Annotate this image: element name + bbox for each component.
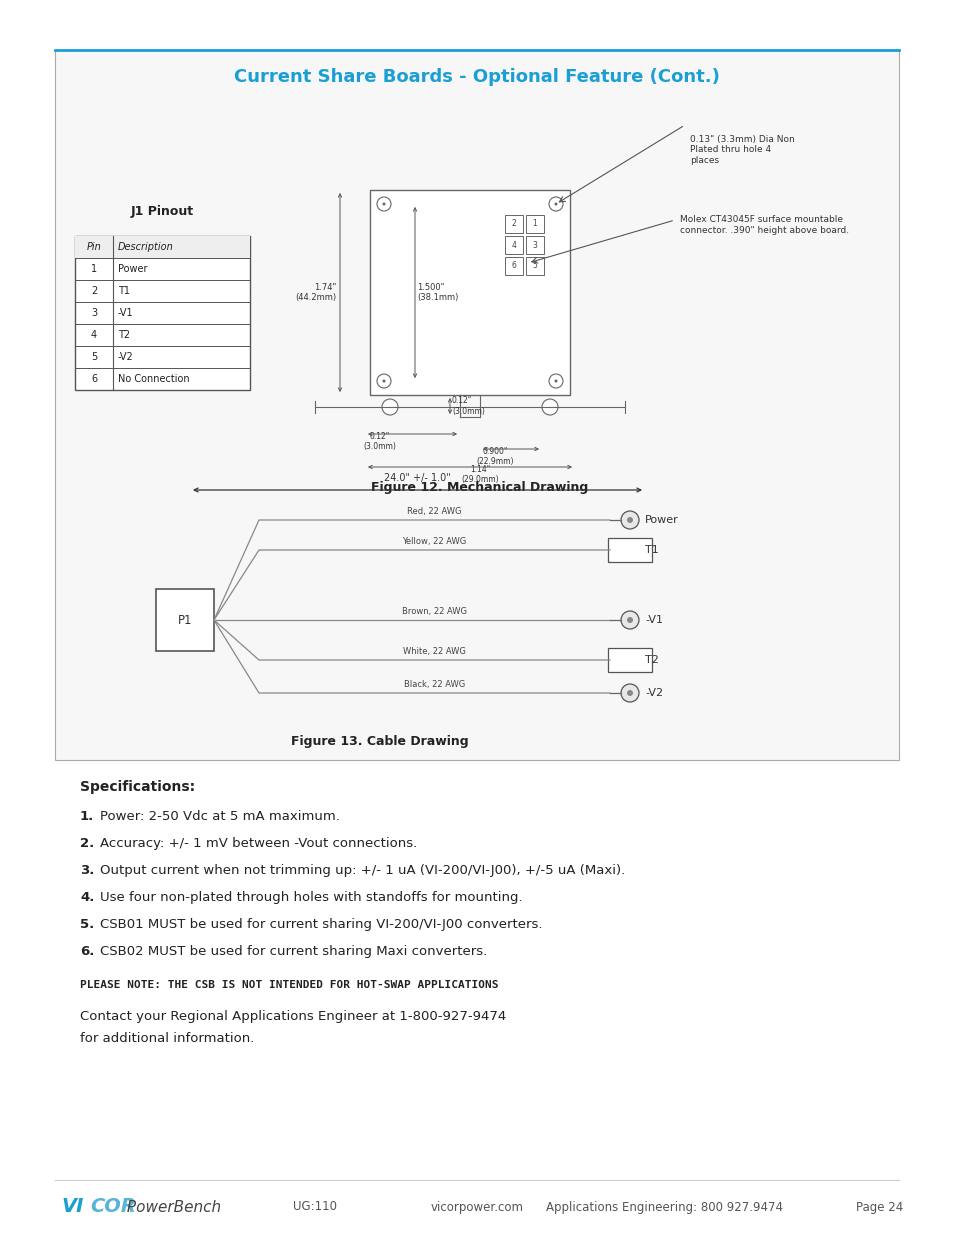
- Text: Molex CT43045F surface mountable
connector. .390" height above board.: Molex CT43045F surface mountable connect…: [679, 215, 848, 235]
- Text: No Connection: No Connection: [118, 374, 190, 384]
- Text: 6: 6: [511, 262, 516, 270]
- Text: 0.13" (3.3mm) Dia Non
Plated thru hole 4
places: 0.13" (3.3mm) Dia Non Plated thru hole 4…: [689, 135, 794, 164]
- Circle shape: [376, 198, 391, 211]
- Circle shape: [376, 374, 391, 388]
- Text: 5.: 5.: [80, 918, 94, 931]
- Bar: [525, 257, 543, 275]
- Bar: [607, 538, 651, 562]
- Text: CSB02 MUST be used for current sharing Maxi converters.: CSB02 MUST be used for current sharing M…: [100, 945, 487, 958]
- Bar: [504, 236, 522, 254]
- Text: Power: Power: [644, 515, 678, 525]
- Text: Page 24: Page 24: [856, 1200, 902, 1214]
- Circle shape: [626, 517, 633, 522]
- Text: 0.12"
(3.0mm): 0.12" (3.0mm): [452, 396, 484, 416]
- Text: 2: 2: [91, 287, 97, 296]
- Circle shape: [541, 399, 558, 415]
- Text: P1: P1: [177, 614, 193, 626]
- Text: -V2: -V2: [118, 352, 133, 362]
- Bar: [75, 236, 250, 258]
- Circle shape: [554, 379, 557, 383]
- Bar: [156, 589, 213, 651]
- Text: Power: 2-50 Vdc at 5 mA maximum.: Power: 2-50 Vdc at 5 mA maximum.: [100, 810, 339, 823]
- Text: -V1: -V1: [644, 615, 662, 625]
- Circle shape: [626, 690, 633, 697]
- Text: 3: 3: [91, 308, 97, 317]
- Text: PLEASE NOTE: THE CSB IS NOT INTENDED FOR HOT-SWAP APPLICATIONS: PLEASE NOTE: THE CSB IS NOT INTENDED FOR…: [80, 981, 498, 990]
- Bar: [525, 215, 543, 233]
- Text: 5: 5: [91, 352, 97, 362]
- Bar: [525, 236, 543, 254]
- Text: 0.900"
(22.9mm): 0.900" (22.9mm): [476, 447, 514, 467]
- Text: 5: 5: [532, 262, 537, 270]
- Circle shape: [620, 611, 639, 629]
- Text: Accuracy: +/- 1 mV between -Vout connections.: Accuracy: +/- 1 mV between -Vout connect…: [100, 837, 416, 850]
- Text: T2: T2: [118, 330, 130, 340]
- Text: Black, 22 AWG: Black, 22 AWG: [403, 680, 465, 689]
- Text: 24.0" +/- 1.0": 24.0" +/- 1.0": [384, 473, 451, 483]
- Text: for additional information.: for additional information.: [80, 1032, 254, 1045]
- Text: UG:110: UG:110: [293, 1200, 336, 1214]
- Text: Output current when not trimming up: +/- 1 uA (VI-200/VI-J00), +/-5 uA (Maxi).: Output current when not trimming up: +/-…: [100, 864, 624, 877]
- Text: 1.500"
(38.1mm): 1.500" (38.1mm): [416, 283, 457, 303]
- Text: -V1: -V1: [118, 308, 133, 317]
- Text: 6: 6: [91, 374, 97, 384]
- Text: Brown, 22 AWG: Brown, 22 AWG: [401, 606, 467, 616]
- Text: 4.: 4.: [80, 890, 94, 904]
- Bar: [55, 49, 898, 760]
- Text: Applications Engineering: 800 927.9474: Applications Engineering: 800 927.9474: [546, 1200, 782, 1214]
- Text: Description: Description: [118, 242, 173, 252]
- Circle shape: [626, 618, 633, 622]
- Text: 1.14"
(29.0mm): 1.14" (29.0mm): [460, 466, 498, 484]
- Text: T1: T1: [118, 287, 130, 296]
- Text: 4: 4: [91, 330, 97, 340]
- Text: 2.: 2.: [80, 837, 94, 850]
- Bar: [504, 215, 522, 233]
- Circle shape: [548, 198, 562, 211]
- Text: Figure 12. Mechanical Drawing: Figure 12. Mechanical Drawing: [371, 480, 588, 494]
- Text: J1 Pinout: J1 Pinout: [131, 205, 193, 219]
- Circle shape: [381, 399, 397, 415]
- Text: -V2: -V2: [644, 688, 662, 698]
- Text: vicorpower.com: vicorpower.com: [430, 1200, 523, 1214]
- Text: CSB01 MUST be used for current sharing VI-200/VI-J00 converters.: CSB01 MUST be used for current sharing V…: [100, 918, 542, 931]
- Circle shape: [554, 203, 557, 205]
- Text: Figure 13. Cable Drawing: Figure 13. Cable Drawing: [291, 735, 468, 748]
- Circle shape: [620, 511, 639, 529]
- Text: 1.74"
(44.2mm): 1.74" (44.2mm): [294, 283, 335, 303]
- Bar: [370, 190, 569, 395]
- Text: COR: COR: [90, 1198, 135, 1216]
- Text: VI: VI: [62, 1198, 84, 1216]
- Text: PowerBench: PowerBench: [122, 1199, 221, 1214]
- Text: Specifications:: Specifications:: [80, 781, 195, 794]
- Circle shape: [382, 203, 385, 205]
- Text: White, 22 AWG: White, 22 AWG: [402, 647, 465, 656]
- Text: T2: T2: [644, 655, 659, 664]
- Text: 0.12"
(3.0mm): 0.12" (3.0mm): [363, 432, 396, 452]
- Bar: [75, 236, 250, 390]
- Text: Red, 22 AWG: Red, 22 AWG: [407, 508, 461, 516]
- Text: 1: 1: [91, 264, 97, 274]
- Text: 1: 1: [532, 220, 537, 228]
- Text: 6.: 6.: [80, 945, 94, 958]
- Text: 3: 3: [532, 241, 537, 249]
- Text: 3.: 3.: [80, 864, 94, 877]
- Text: 1.: 1.: [80, 810, 94, 823]
- Text: 2: 2: [511, 220, 516, 228]
- Bar: [504, 257, 522, 275]
- Circle shape: [620, 684, 639, 701]
- Text: T1: T1: [644, 545, 659, 555]
- Circle shape: [382, 379, 385, 383]
- Bar: [607, 648, 651, 672]
- Text: Power: Power: [118, 264, 148, 274]
- Text: Use four non-plated through holes with standoffs for mounting.: Use four non-plated through holes with s…: [100, 890, 522, 904]
- Text: Current Share Boards - Optional Feature (Cont.): Current Share Boards - Optional Feature …: [233, 68, 720, 86]
- Text: Pin: Pin: [87, 242, 101, 252]
- Text: 4: 4: [511, 241, 516, 249]
- Text: Contact your Regional Applications Engineer at 1-800-927-9474: Contact your Regional Applications Engin…: [80, 1010, 506, 1023]
- Circle shape: [548, 374, 562, 388]
- Text: Yellow, 22 AWG: Yellow, 22 AWG: [402, 537, 466, 546]
